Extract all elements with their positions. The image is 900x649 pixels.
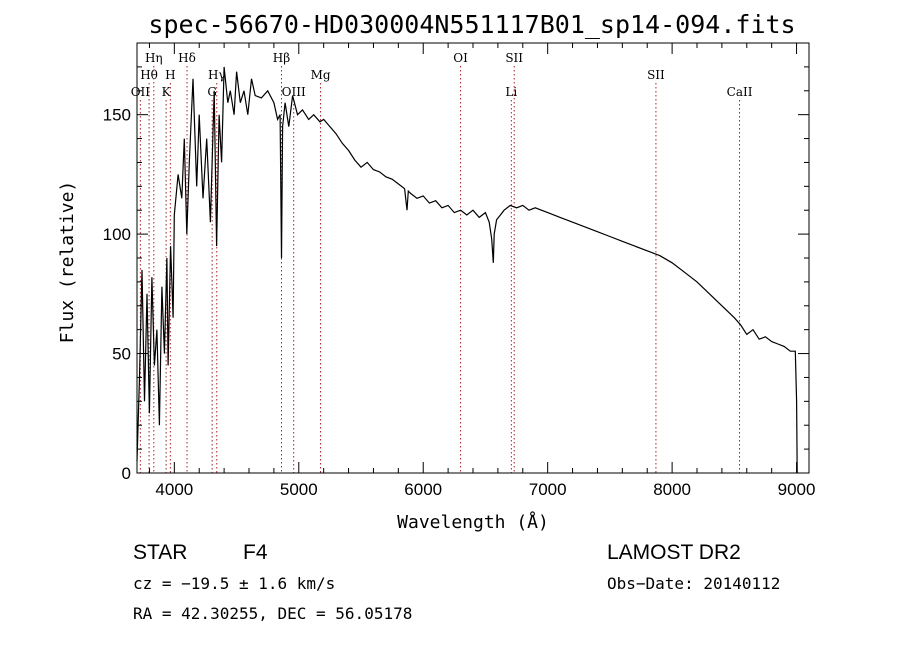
plot-frame [136, 42, 810, 474]
line-label-sii-13: SII [505, 51, 523, 65]
x-axis: 4000 5000 6000 7000 8000 9000 [148, 43, 816, 499]
x-tick-label: 4000 [155, 480, 193, 499]
spectrum-line [136, 66, 798, 474]
redshift-readout: cz = −19.5 ± 1.6 km/s [133, 574, 336, 593]
line-label-k-3: K [162, 85, 172, 99]
line-label-h-5: Hδ [178, 51, 196, 65]
spectral-subclass: F4 [243, 541, 268, 564]
line-label-oi-11: OI [453, 51, 468, 65]
line-label-sii-14: SII [647, 68, 665, 82]
x-tick-label: 7000 [529, 480, 567, 499]
line-label-h-2: Hη [145, 51, 163, 65]
object-type: STAR [133, 541, 188, 564]
line-label-oiii-9: OIII [282, 85, 306, 99]
line-label-h-7: Hγ [208, 68, 226, 82]
survey-name: LAMOST DR2 [607, 541, 741, 564]
line-label-oii-0: OII [131, 85, 151, 99]
x-axis-label: Wavelength (Å) [397, 511, 549, 533]
observation-date: Obs−Date: 20140112 [607, 574, 781, 593]
line-label-mg-10: Mg [311, 68, 331, 82]
line-label-g-6: G [207, 85, 217, 99]
x-tick-label: 8000 [653, 480, 691, 499]
x-tick-label: 6000 [404, 480, 442, 499]
line-label-h-4: H [165, 68, 175, 82]
y-tick-label: 50 [112, 345, 131, 364]
line-label-caii-15: CaII [727, 85, 753, 99]
y-axis: 0 50 100 150 [103, 66, 809, 483]
coordinates-readout: RA = 42.30255, DEC = 56.05178 [133, 604, 413, 623]
chart-title: spec-56670-HD030004N551117B01_sp14-094.f… [148, 10, 795, 39]
y-tick-label: 0 [122, 464, 131, 483]
x-tick-label: 5000 [280, 480, 318, 499]
y-tick-label: 150 [103, 106, 131, 125]
line-label-h-8: Hβ [273, 51, 290, 65]
line-label-h-1: Hθ [140, 68, 158, 82]
x-tick-label: 9000 [778, 480, 816, 499]
y-axis-label: Flux (relative) [57, 181, 78, 344]
y-tick-label: 100 [103, 225, 131, 244]
line-label-li-12: Li [505, 85, 517, 99]
